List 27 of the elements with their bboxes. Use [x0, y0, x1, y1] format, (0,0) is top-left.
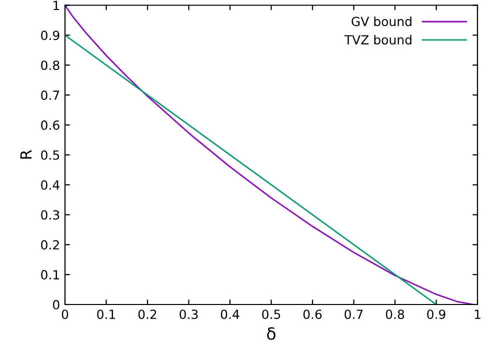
x-tick-label: 1: [474, 310, 480, 319]
x-tick-label: 0.6: [303, 310, 322, 320]
y-tick-label: 0.4: [41, 180, 60, 190]
line-series: [65, 5, 474, 304]
y-tick-label: 0.9: [41, 30, 60, 40]
legend-label: GV bound: [352, 16, 412, 26]
x-tick-label: 0.8: [386, 310, 404, 320]
y-tick-label: 0: [53, 300, 60, 310]
x-tick-label: 0: [62, 310, 68, 320]
x-tick-label: 0.7: [344, 310, 363, 320]
legend-label: TVZ bound: [344, 34, 412, 45]
x-tick-label: 0.1: [97, 310, 116, 320]
y-tick-label: 0.6: [41, 120, 60, 130]
y-tick-label: 0.5: [41, 150, 60, 160]
y-tick-label: 0.2: [41, 240, 59, 250]
x-tick-label: 0.3: [180, 310, 198, 320]
y-tick-label: 0.3: [41, 210, 60, 220]
x-tick-label: 0.2: [138, 310, 156, 320]
x-tick-label: 0.4: [220, 310, 240, 320]
y-axis-title: R: [20, 150, 32, 159]
y-tick-label: 0.1: [41, 270, 59, 280]
y-tick-label: 0.7: [41, 90, 60, 100]
x-tick-label: 0.5: [262, 310, 280, 320]
y-tick-label: 0.8: [41, 60, 60, 70]
x-axis-title: δ: [267, 327, 276, 340]
y-tick-label: 1: [54, 0, 59, 10]
x-tick-label: 0.9: [427, 310, 446, 320]
